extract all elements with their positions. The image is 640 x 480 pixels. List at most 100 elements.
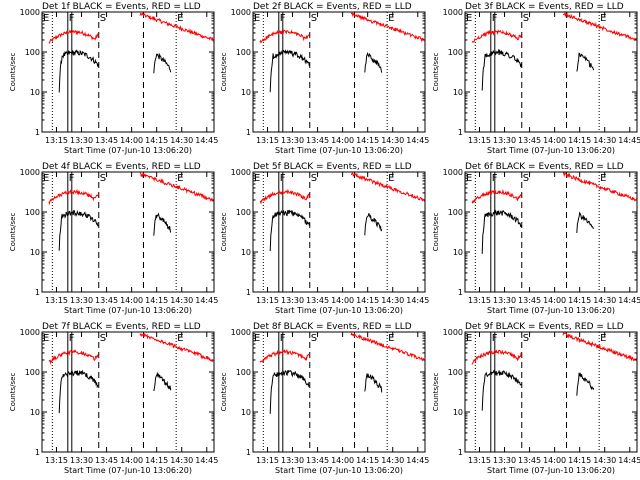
- y-tick-label: 100: [236, 48, 251, 57]
- event-marker-label: S: [311, 173, 317, 184]
- panel-title: Det 4f BLACK = Events, RED = LLD: [42, 162, 201, 172]
- y-tick-label: 100: [236, 208, 251, 217]
- x-tick-label: 14:00: [331, 456, 354, 465]
- x-tick-label: 13:45: [306, 296, 329, 305]
- y-axis-label: Counts/sec: [9, 373, 17, 412]
- y-tick-label: 100: [25, 48, 40, 57]
- event-marker-label: E: [600, 173, 606, 184]
- x-tick-label: 13:45: [95, 296, 118, 305]
- lld-series-line: [562, 11, 637, 42]
- x-tick-label: 14:45: [618, 296, 640, 305]
- plot-frame: [252, 171, 426, 293]
- y-tick-label: 1000: [443, 168, 463, 177]
- x-tick-label: 13:30: [493, 296, 516, 305]
- x-tick-label: 13:45: [518, 136, 541, 145]
- lld-series-line: [471, 188, 522, 205]
- x-axis-label: Start Time (07-Jun-10 13:06:20): [487, 146, 615, 155]
- plot-frame: [41, 331, 215, 453]
- x-tick-label: 14:00: [120, 296, 143, 305]
- y-tick-label: 10: [241, 88, 251, 97]
- x-tick-label: 14:00: [120, 456, 143, 465]
- x-tick-label: 14:00: [543, 136, 566, 145]
- x-tick-label: 13:15: [45, 136, 68, 145]
- x-tick-label: 14:45: [195, 136, 218, 145]
- panel-title: Det 3f BLACK = Events, RED = LLD: [465, 2, 624, 12]
- x-tick-label: 13:30: [70, 456, 93, 465]
- plot-frame: [41, 171, 215, 293]
- y-axis-label: Counts/sec: [432, 373, 440, 412]
- y-tick-label: 10: [453, 88, 463, 97]
- plot-frame: [464, 331, 638, 453]
- y-tick-label: 10: [453, 408, 463, 417]
- x-tick-label: 14:30: [170, 296, 193, 305]
- lld-series-line: [563, 172, 638, 202]
- x-tick-label: 14:00: [331, 136, 354, 145]
- event-marker-label: S: [311, 333, 317, 344]
- lld-series-line: [471, 29, 523, 43]
- x-tick-label: 14:45: [618, 456, 640, 465]
- y-tick-label: 1: [458, 128, 463, 137]
- x-tick-label: 14:15: [145, 136, 168, 145]
- x-tick-label: 13:15: [468, 296, 491, 305]
- y-tick-label: 1: [35, 128, 40, 137]
- panel-title: Det 7f BLACK = Events, RED = LLD: [42, 322, 201, 332]
- x-axis-label: Start Time (07-Jun-10 13:06:20): [487, 466, 615, 475]
- x-tick-label: 14:15: [568, 136, 591, 145]
- events-series-line: [364, 51, 383, 73]
- y-tick-label: 100: [448, 208, 463, 217]
- detector-panel-9: Det 9f BLACK = Events, RED = LLD 1 10 100 10…: [432, 322, 640, 475]
- event-marker-label: E: [388, 173, 394, 184]
- plot-frame: [464, 171, 638, 293]
- x-tick-label: 13:30: [281, 456, 304, 465]
- x-tick-label: 13:45: [306, 136, 329, 145]
- y-axis-label: Counts/sec: [220, 53, 228, 92]
- x-axis-label: Start Time (07-Jun-10 13:06:20): [275, 146, 403, 155]
- panel-title: Det 6f BLACK = Events, RED = LLD: [465, 162, 624, 172]
- event-marker-label: F: [69, 173, 75, 184]
- x-tick-label: 13:45: [518, 456, 541, 465]
- panel-title: Det 5f BLACK = Events, RED = LLD: [253, 162, 412, 172]
- x-tick-label: 13:30: [493, 136, 516, 145]
- y-tick-label: 10: [30, 248, 40, 257]
- y-tick-label: 1: [246, 128, 251, 137]
- x-tick-label: 13:30: [281, 296, 304, 305]
- x-tick-label: 14:15: [356, 136, 379, 145]
- event-marker-label: S: [523, 333, 529, 344]
- detector-panel-4: Det 4f BLACK = Events, RED = LLD 1 10 100 10…: [9, 162, 218, 315]
- detector-panel-5: Det 5f BLACK = Events, RED = LLD 1 10 100 10…: [220, 162, 429, 315]
- event-marker-label: F: [280, 173, 286, 184]
- y-tick-label: 1: [246, 288, 251, 297]
- detector-panel-8: Det 8f BLACK = Events, RED = LLD 1 10 100 10…: [220, 322, 429, 475]
- lld-series-line: [48, 29, 99, 44]
- event-marker-label: E: [177, 173, 183, 184]
- lld-series-line: [471, 349, 523, 365]
- x-tick-label: 14:30: [593, 136, 616, 145]
- events-series-line: [364, 213, 383, 236]
- x-tick-label: 14:45: [618, 136, 640, 145]
- x-tick-label: 13:15: [468, 456, 491, 465]
- event-marker-label: E: [177, 13, 183, 24]
- events-series-line: [269, 369, 310, 414]
- x-tick-label: 13:30: [493, 456, 516, 465]
- lld-series-line: [48, 189, 100, 206]
- event-marker-label: S: [523, 173, 529, 184]
- y-tick-label: 1000: [443, 328, 463, 337]
- event-marker-label: F: [492, 13, 498, 24]
- x-tick-label: 14:15: [356, 456, 379, 465]
- x-tick-label: 14:45: [406, 136, 429, 145]
- x-tick-label: 14:45: [406, 296, 429, 305]
- event-marker-label: F: [492, 173, 498, 184]
- y-tick-label: 100: [25, 208, 40, 217]
- y-tick-label: 1: [458, 288, 463, 297]
- event-marker-label: E: [43, 173, 49, 184]
- x-axis-label: Start Time (07-Jun-10 13:06:20): [64, 466, 192, 475]
- panel-title: Det 8f BLACK = Events, RED = LLD: [253, 322, 412, 332]
- y-tick-label: 100: [448, 368, 463, 377]
- lld-series-line: [259, 349, 310, 363]
- x-tick-label: 14:30: [381, 456, 404, 465]
- events-series-line: [481, 48, 522, 91]
- y-axis-label: Counts/sec: [9, 53, 17, 92]
- panel-title: Det 1f BLACK = Events, RED = LLD: [42, 2, 201, 12]
- events-series-line: [481, 369, 522, 411]
